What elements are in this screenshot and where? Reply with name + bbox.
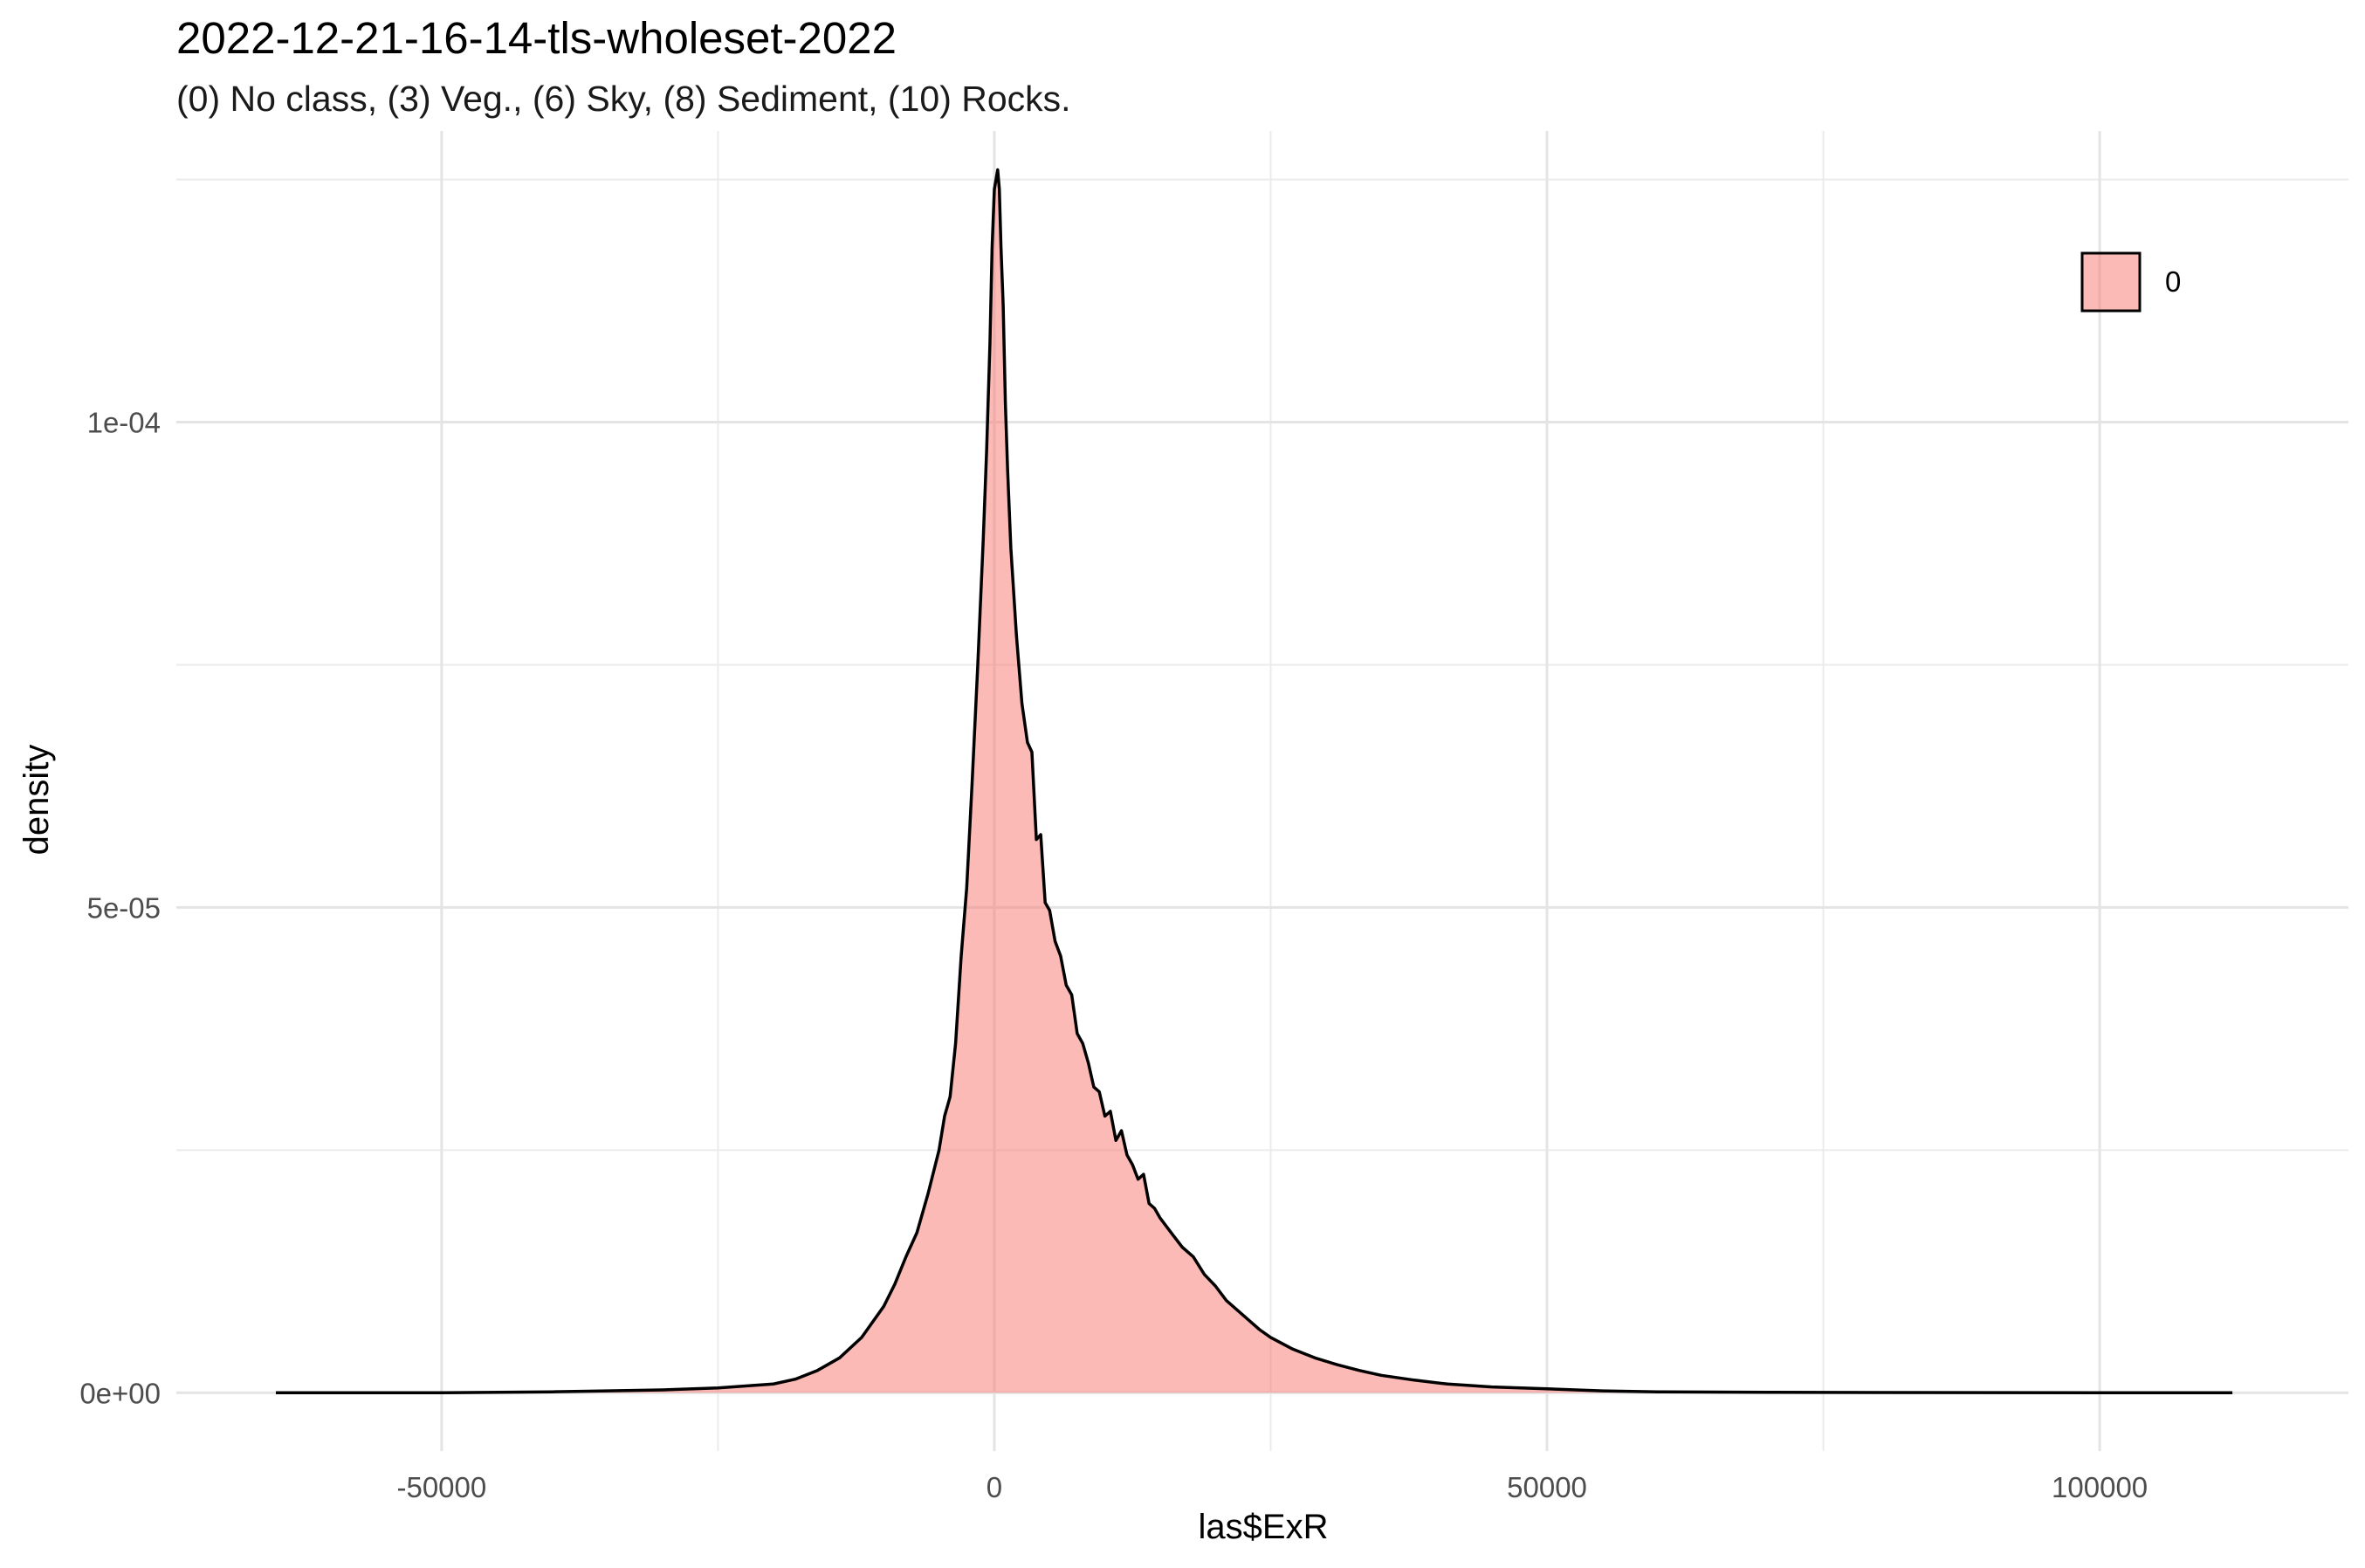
x-axis-title: las$ExR bbox=[1199, 1508, 1329, 1546]
x-tick-label: 0 bbox=[987, 1471, 1002, 1503]
x-tick-label: 100000 bbox=[2052, 1471, 2148, 1503]
y-tick-labels: 0e+00 5e-05 1e-04 bbox=[79, 407, 161, 1410]
chart-title: 2022-12-21-16-14-tls-wholeset-2022 bbox=[176, 13, 897, 63]
y-tick-label: 5e-05 bbox=[87, 891, 161, 924]
y-tick-label: 1e-04 bbox=[87, 407, 161, 439]
x-tick-label: 50000 bbox=[1507, 1471, 1587, 1503]
y-axis-title: density bbox=[17, 745, 56, 856]
density-area bbox=[276, 169, 2233, 1393]
legend-label-0: 0 bbox=[2165, 265, 2181, 298]
series-layer bbox=[276, 168, 2233, 1395]
legend-key-0 bbox=[2080, 251, 2142, 313]
legend: 0 bbox=[2080, 251, 2181, 313]
density-line bbox=[276, 168, 2233, 1395]
y-tick-label: 0e+00 bbox=[79, 1377, 161, 1409]
x-tick-label: -50000 bbox=[396, 1471, 486, 1503]
x-tick-labels: -50000 0 50000 100000 bbox=[396, 1471, 2148, 1503]
grid-lines bbox=[176, 131, 2348, 1451]
chart-subtitle: (0) No class, (3) Veg., (6) Sky, (8) Sed… bbox=[176, 79, 1071, 119]
